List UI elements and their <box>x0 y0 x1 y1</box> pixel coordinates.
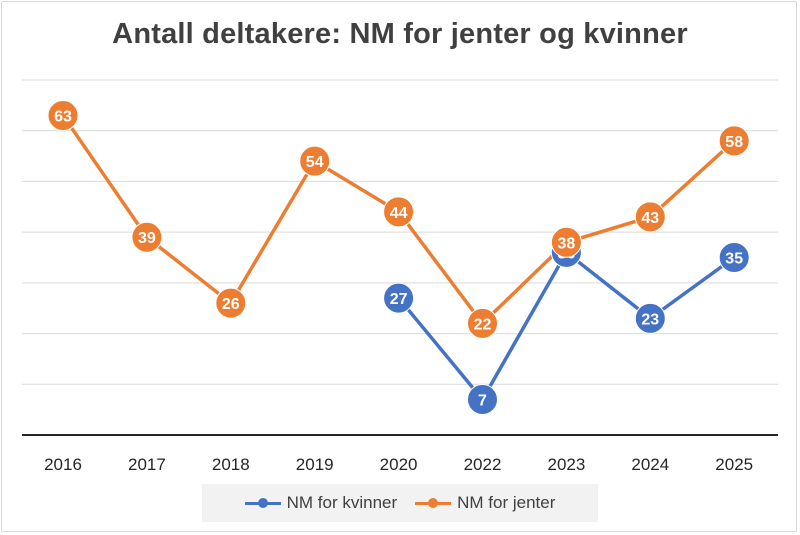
data-point-jenter <box>718 125 750 157</box>
x-tick-label: 2018 <box>212 455 250 474</box>
data-label-kvinner: 23 <box>641 311 659 328</box>
data-point-jenter <box>299 145 331 177</box>
x-tick-label: 2019 <box>296 455 334 474</box>
data-label-jenter: 26 <box>222 296 240 313</box>
data-label-jenter: 63 <box>54 109 72 126</box>
data-label-jenter: 54 <box>306 154 324 171</box>
data-point-jenter <box>131 221 163 253</box>
x-tick-label: 2025 <box>715 455 753 474</box>
chart-legend: NM for kvinner NM for jenter <box>202 484 598 522</box>
data-point-jenter <box>634 201 666 233</box>
data-point-kvinner <box>467 384 498 415</box>
x-tick-label: 2020 <box>380 455 418 474</box>
legend-item-kvinner: NM for kvinner <box>244 493 398 513</box>
legend-item-jenter: NM for jenter <box>415 493 555 513</box>
data-label-kvinner: 35 <box>725 251 743 268</box>
data-label-jenter: 38 <box>558 235 576 252</box>
series-line-kvinner <box>397 250 736 402</box>
legend-label-jenter: NM for jenter <box>457 493 556 512</box>
data-point-kvinner <box>634 302 666 334</box>
legend-swatch-jenter <box>415 497 452 508</box>
data-label-kvinner: 27 <box>390 291 408 308</box>
data-point-kvinner <box>383 282 415 314</box>
data-label-jenter: 58 <box>725 134 743 151</box>
data-label-jenter: 39 <box>138 230 156 247</box>
data-point-jenter <box>383 196 415 228</box>
x-tick-label: 2024 <box>631 455 669 474</box>
data-point-jenter <box>550 226 582 258</box>
chart-title: Antall deltakere: NM for jenter og kvinn… <box>112 18 688 50</box>
data-point-jenter <box>467 307 498 339</box>
x-tick-label: 2023 <box>547 455 585 474</box>
data-point-jenter <box>215 287 247 319</box>
legend-swatch-kvinner <box>244 497 281 508</box>
x-tick-label: 2017 <box>128 455 166 474</box>
data-point-jenter <box>47 100 79 131</box>
data-label-jenter: 44 <box>390 205 408 222</box>
data-label-jenter: 43 <box>641 210 659 227</box>
legend-label-kvinner: NM for kvinner <box>286 493 398 512</box>
x-tick-label: 2022 <box>464 455 502 474</box>
x-tick-label: 2016 <box>44 455 82 474</box>
data-label-jenter: 22 <box>474 316 492 333</box>
data-point-kvinner <box>718 242 750 273</box>
data-label-kvinner: 7 <box>478 393 487 410</box>
